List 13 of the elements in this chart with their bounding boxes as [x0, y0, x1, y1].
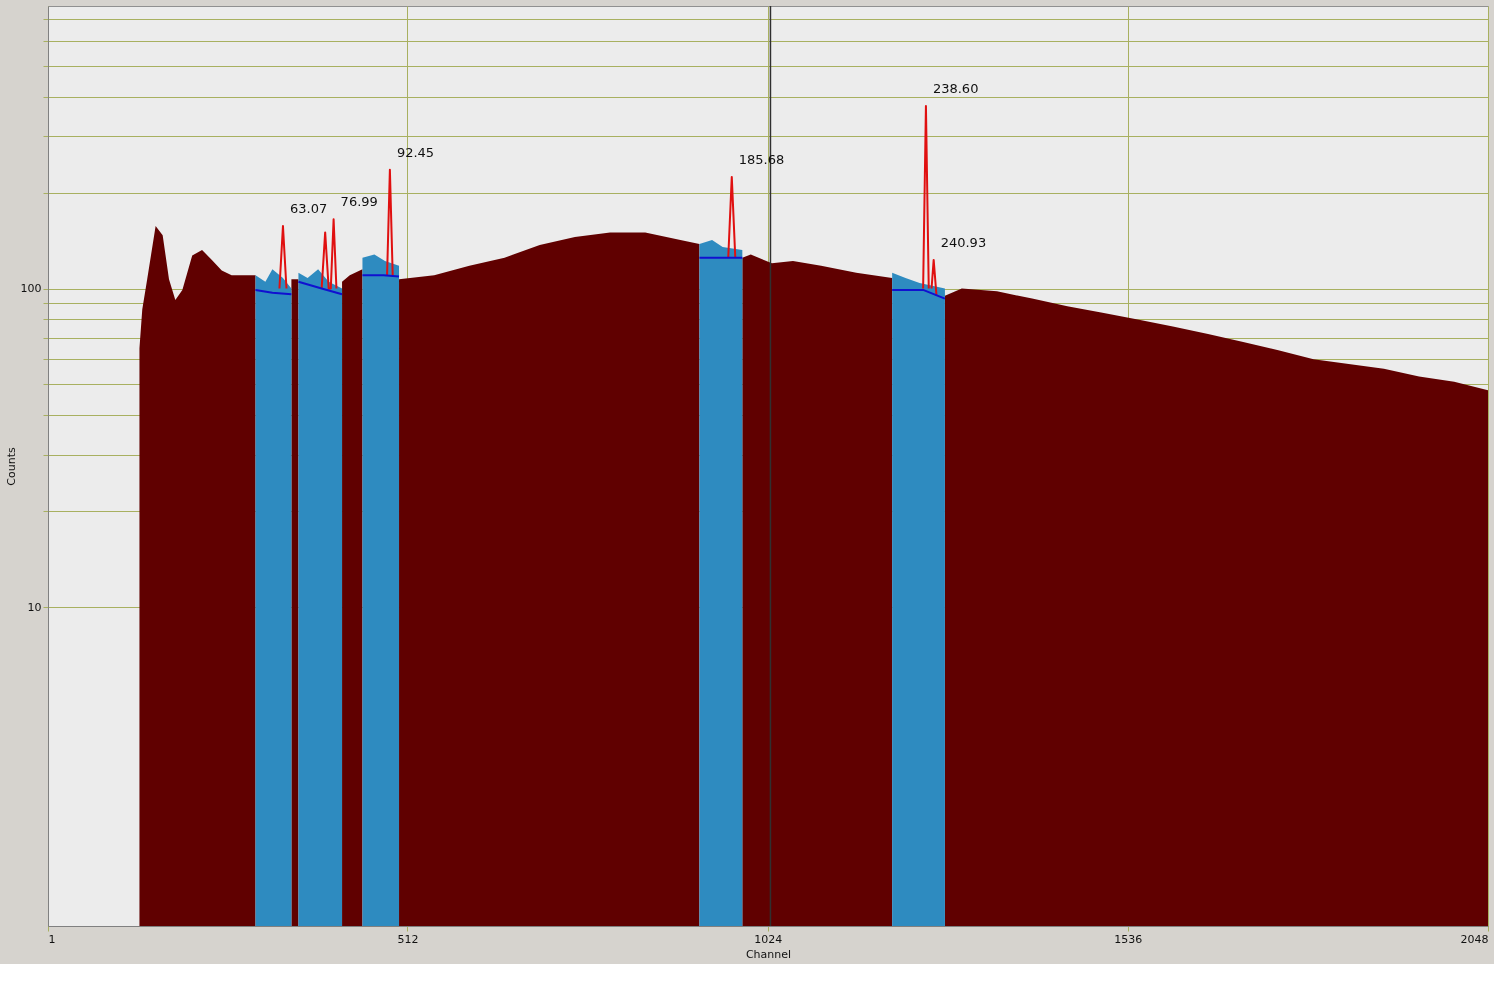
y-tick-label: 100	[20, 282, 42, 296]
x-tick-label: 1	[48, 932, 56, 946]
x-axis-title: Channel	[745, 947, 792, 961]
x-tick-label: 512	[397, 932, 419, 946]
y-tick-label: 10	[27, 600, 42, 614]
annotation: 63.07	[289, 201, 328, 217]
x-tick-label: 2048	[1460, 932, 1489, 946]
annotation: 238.60	[932, 80, 979, 96]
annotation: 76.99	[340, 194, 378, 210]
annotation: 240.93	[940, 234, 987, 250]
x-tick-label: 1536	[1114, 932, 1143, 946]
x-tick-label: 1024	[754, 932, 783, 946]
y-axis-title: Counts	[4, 447, 18, 486]
